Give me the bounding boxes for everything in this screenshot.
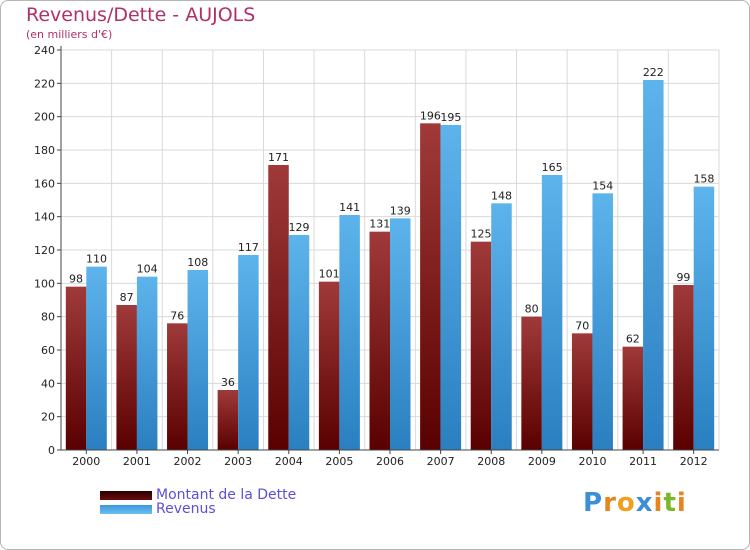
value-label: 154 [592, 179, 613, 192]
bar-debt [470, 241, 492, 450]
chart-title: Revenus/Dette - AUJOLS [26, 4, 256, 26]
value-label: 101 [319, 268, 340, 281]
proxiti-logo: Proxiti [583, 488, 687, 518]
bar-revenue [238, 255, 259, 450]
logo-letter: P [583, 488, 604, 518]
logo-letter: t [663, 488, 677, 518]
x-tick-label: 2008 [477, 455, 505, 468]
bar-debt [116, 305, 137, 450]
value-label: 98 [69, 273, 83, 286]
logo-letter: o [616, 488, 636, 518]
x-tick-label: 2003 [224, 455, 252, 468]
bar-revenue [693, 186, 715, 450]
legend-swatch-revenue [100, 504, 152, 514]
value-label: 80 [525, 303, 539, 316]
x-tick-label: 2011 [629, 455, 657, 468]
bar-revenue [136, 276, 158, 450]
value-label: 148 [491, 189, 512, 202]
value-label: 165 [542, 161, 563, 174]
bar-revenue [390, 218, 411, 450]
bar-revenue [592, 193, 613, 451]
value-label: 222 [643, 66, 664, 79]
bar-debt [318, 281, 340, 450]
y-tick-label: 80 [41, 311, 55, 324]
logo-letter: i [676, 488, 687, 518]
chart-subtitle: (en milliers d'€) [26, 28, 113, 41]
bar-debt [622, 346, 644, 450]
axes: 0 20 40 60 80 100 120 140 160 180 200 220 240 2000 200… [34, 44, 719, 468]
value-label: 76 [170, 309, 184, 322]
bar-revenue [491, 203, 512, 450]
x-tick-label: 2010 [578, 455, 606, 468]
bar-debt [167, 323, 188, 450]
x-tick-label: 2000 [72, 455, 100, 468]
x-tick-label: 2004 [275, 455, 303, 468]
legend-label-debt: Montant de la Dette [156, 487, 297, 503]
value-label: 108 [187, 256, 208, 269]
bar-revenue [86, 266, 107, 450]
bar-debt [369, 231, 390, 450]
y-tick-label: 140 [34, 211, 55, 224]
value-label: 62 [626, 333, 640, 346]
y-tick-label: 60 [41, 344, 55, 357]
y-tick-label: 40 [41, 377, 55, 390]
bar-revenue [440, 125, 462, 450]
bar-revenue [288, 235, 310, 450]
bar-debt [217, 390, 239, 450]
value-label: 129 [289, 221, 310, 234]
y-tick-label: 240 [34, 44, 55, 57]
legend-item-revenue: Revenus [100, 501, 216, 517]
x-tick-label: 2006 [376, 455, 404, 468]
bar-revenue [643, 80, 664, 450]
x-tick-label: 2009 [528, 455, 556, 468]
value-label: 158 [693, 173, 714, 186]
y-tick-label: 20 [41, 411, 55, 424]
bar-debt [65, 286, 87, 450]
value-label: 195 [440, 111, 461, 124]
x-tick-label: 2005 [325, 455, 353, 468]
value-label: 139 [390, 204, 411, 217]
y-tick-label: 120 [34, 244, 55, 257]
bar-revenue [541, 175, 563, 450]
logo-letter: i [653, 488, 664, 518]
value-label: 70 [575, 319, 589, 332]
bar-debt [521, 316, 542, 450]
x-tick-label: 2012 [680, 455, 708, 468]
value-label: 110 [86, 253, 107, 266]
value-label: 125 [470, 228, 491, 241]
value-label: 36 [221, 376, 235, 389]
legend-item-debt: Montant de la Dette [100, 487, 296, 503]
bar-debt [571, 333, 593, 450]
bar-revenue [187, 270, 209, 450]
legend-label-revenue: Revenus [156, 501, 216, 517]
bar-debt [673, 285, 694, 450]
y-tick-label: 0 [48, 444, 55, 457]
logo-letter: x [635, 488, 654, 518]
value-label: 99 [676, 271, 690, 284]
y-tick-label: 180 [34, 144, 55, 157]
value-label: 87 [120, 291, 134, 304]
bar-debt [268, 165, 289, 450]
bar-revenue [339, 215, 360, 450]
logo-letter: r [603, 488, 617, 518]
legend-swatch-debt [100, 490, 152, 500]
value-label: 171 [268, 151, 289, 164]
y-tick-label: 200 [34, 111, 55, 124]
value-label: 104 [137, 263, 158, 276]
y-tick-label: 160 [34, 177, 55, 190]
value-label: 141 [339, 201, 360, 214]
y-tick-label: 220 [34, 77, 55, 90]
value-label: 131 [369, 218, 390, 231]
bars [65, 80, 715, 451]
bar-debt [420, 123, 441, 450]
y-tick-label: 100 [34, 277, 55, 290]
value-label: 196 [420, 109, 441, 122]
x-tick-label: 2001 [123, 455, 151, 468]
value-label: 117 [238, 241, 259, 254]
x-tick-label: 2007 [427, 455, 455, 468]
x-tick-label: 2002 [174, 455, 202, 468]
